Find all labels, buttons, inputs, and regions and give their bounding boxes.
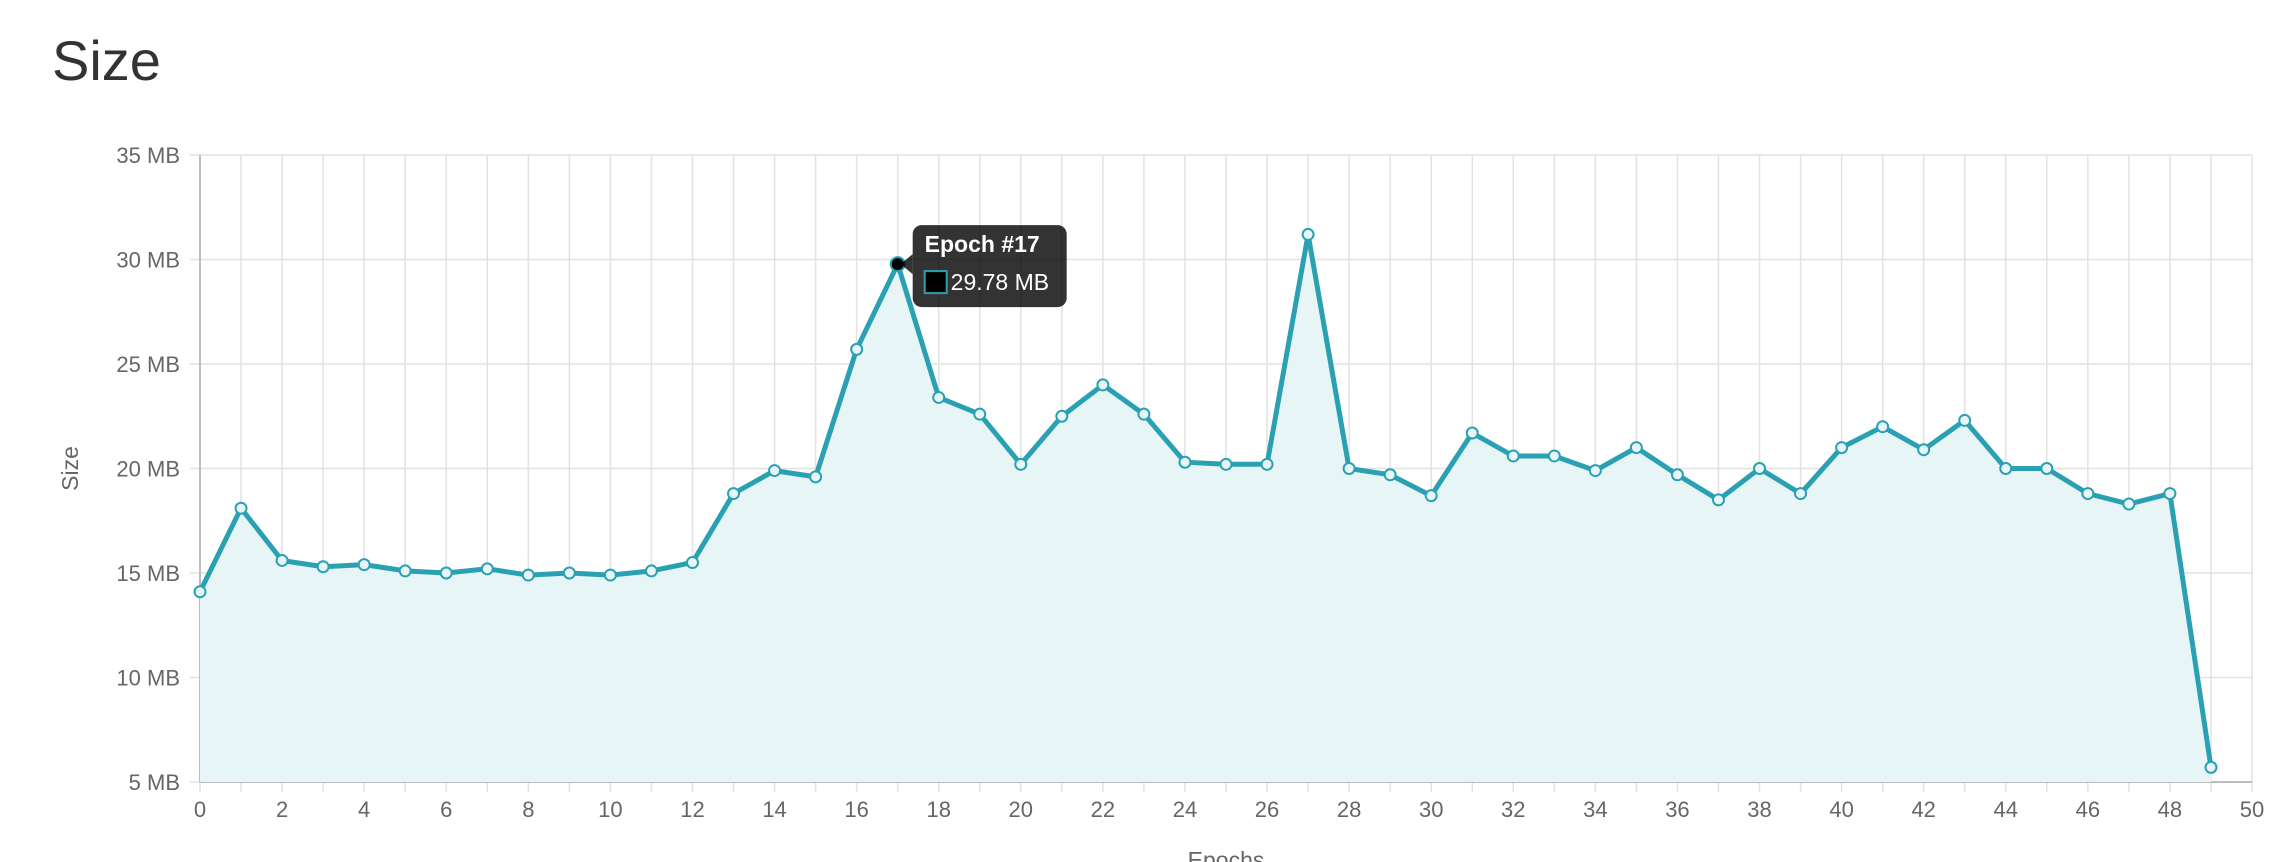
x-tick-label: 32 xyxy=(1501,797,1525,822)
x-tick-label: 22 xyxy=(1091,797,1115,822)
y-tick-label: 15 MB xyxy=(116,561,180,586)
x-tick-label: 16 xyxy=(844,797,868,822)
y-tick-label: 10 MB xyxy=(116,666,180,691)
data-point[interactable] xyxy=(193,585,207,599)
y-tick-label: 20 MB xyxy=(116,457,180,482)
data-point[interactable] xyxy=(973,407,987,421)
data-point[interactable] xyxy=(1342,462,1356,475)
tooltip: Epoch #17 29.78 MB xyxy=(900,225,1067,308)
tooltip-value: 29.78 MB xyxy=(951,269,1049,295)
y-axis-title: Size xyxy=(57,446,83,491)
data-point[interactable] xyxy=(275,553,289,567)
data-point[interactable] xyxy=(1629,441,1643,455)
y-tick-label: 25 MB xyxy=(116,352,180,377)
data-point[interactable] xyxy=(234,501,248,515)
data-point[interactable] xyxy=(562,566,576,580)
x-tick-label: 50 xyxy=(2240,797,2264,822)
series-line xyxy=(197,233,2214,768)
tooltip-color-swatch xyxy=(923,270,948,295)
data-point[interactable] xyxy=(1999,462,2013,475)
x-tick-label: 2 xyxy=(276,797,288,822)
data-point[interactable] xyxy=(1835,441,1849,455)
x-tick-label: 4 xyxy=(358,797,370,822)
data-point[interactable] xyxy=(727,487,741,501)
x-tick-label: 20 xyxy=(1009,797,1033,822)
x-tick-label: 48 xyxy=(2158,797,2182,822)
data-point[interactable] xyxy=(932,390,946,404)
data-point[interactable] xyxy=(1917,443,1931,457)
x-axis-ticks: 0 2 4 6 8 10 12 14 16 18 20 22 24 26 28 30 32 34 36 38 40 42 4… xyxy=(194,797,2264,822)
x-tick-label: 8 xyxy=(522,797,534,822)
x-axis-title: Epochs xyxy=(1188,847,1265,862)
data-point[interactable] xyxy=(1547,449,1561,463)
data-point[interactable] xyxy=(1670,468,1684,482)
page-title: Size xyxy=(52,29,161,92)
x-tick-label: 26 xyxy=(1255,797,1279,822)
data-point[interactable] xyxy=(521,568,535,582)
data-point[interactable] xyxy=(603,568,617,582)
data-point[interactable] xyxy=(1958,413,1972,427)
x-tick-label: 18 xyxy=(926,797,950,822)
data-point[interactable] xyxy=(316,560,330,574)
data-point[interactable] xyxy=(1055,409,1069,423)
data-point[interactable] xyxy=(768,464,782,478)
data-point[interactable] xyxy=(2163,487,2177,501)
data-point[interactable] xyxy=(480,562,494,576)
x-tick-label: 6 xyxy=(440,797,452,822)
data-point[interactable] xyxy=(644,564,658,578)
x-tick-label: 0 xyxy=(194,797,206,822)
data-point[interactable] xyxy=(1301,227,1315,241)
tooltip-title: Epoch #17 xyxy=(925,231,1040,257)
data-point[interactable] xyxy=(1096,378,1110,392)
x-tick-label: 46 xyxy=(2076,797,2100,822)
data-point[interactable] xyxy=(1260,457,1274,471)
data-point[interactable] xyxy=(1753,462,1767,475)
data-point[interactable] xyxy=(398,564,412,578)
x-tick-label: 24 xyxy=(1173,797,1197,822)
area-fill xyxy=(200,234,2211,782)
data-point[interactable] xyxy=(2081,487,2095,501)
tooltip-background xyxy=(912,225,1067,308)
tooltip-caret xyxy=(900,254,913,275)
x-tick-label: 36 xyxy=(1665,797,1689,822)
data-point[interactable] xyxy=(1383,468,1397,482)
x-tick-label: 42 xyxy=(1911,797,1935,822)
x-tick-label: 14 xyxy=(762,797,786,822)
data-point[interactable] xyxy=(1137,407,1151,421)
data-point[interactable] xyxy=(2122,497,2136,511)
data-point[interactable] xyxy=(1506,449,1520,463)
data-point[interactable] xyxy=(1876,420,1890,434)
data-point[interactable] xyxy=(1588,464,1602,478)
data-point[interactable] xyxy=(685,556,699,570)
data-point[interactable] xyxy=(1794,487,1808,501)
y-tick-label: 5 MB xyxy=(129,770,180,795)
y-tick-label: 35 MB xyxy=(116,143,180,168)
x-tick-label: 44 xyxy=(1994,797,2018,822)
data-point[interactable] xyxy=(2204,760,2218,774)
x-tick-label: 38 xyxy=(1747,797,1771,822)
data-point[interactable] xyxy=(1465,426,1479,440)
x-tick-label: 12 xyxy=(680,797,704,822)
data-point[interactable] xyxy=(1424,489,1438,503)
y-axis-ticks: 5 MB 10 MB 15 MB 20 MB 25 MB 30 MB 35 MB xyxy=(116,143,180,795)
data-point[interactable] xyxy=(1014,457,1028,471)
data-point[interactable] xyxy=(2040,462,2054,475)
y-tick-label: 30 MB xyxy=(116,248,180,273)
x-tick-label: 28 xyxy=(1337,797,1361,822)
x-tick-label: 40 xyxy=(1829,797,1853,822)
data-point[interactable] xyxy=(1219,457,1233,471)
data-point[interactable] xyxy=(1178,455,1192,469)
data-points xyxy=(193,227,2218,774)
data-point[interactable] xyxy=(850,342,864,356)
data-point[interactable] xyxy=(1711,493,1725,507)
x-tick-label: 10 xyxy=(598,797,622,822)
x-tick-label: 34 xyxy=(1583,797,1607,822)
data-point[interactable] xyxy=(439,566,453,580)
x-tick-label: 30 xyxy=(1419,797,1443,822)
data-point[interactable] xyxy=(357,558,371,572)
data-point[interactable] xyxy=(809,470,823,484)
